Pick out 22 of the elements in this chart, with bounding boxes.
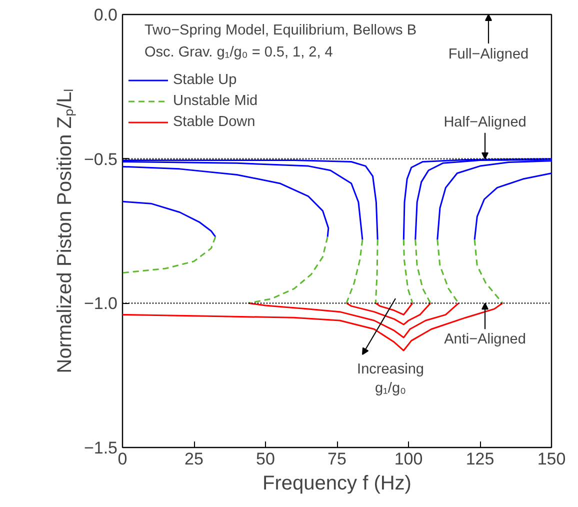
x-tick-label: 100	[394, 450, 423, 468]
y-tick-label: −0.5	[84, 150, 118, 169]
x-axis-title: Frequency f (Hz)	[262, 472, 412, 494]
x-tick-label: 0	[118, 450, 128, 468]
x-tick-label: 75	[328, 450, 346, 468]
legend-label: Unstable Mid	[173, 93, 258, 109]
text: Two−Spring Model, Equilibrium, Bellows B	[144, 22, 416, 38]
ref-line-label: Half−Aligned	[444, 114, 526, 131]
ref-line-label: Anti−Aligned	[444, 331, 526, 348]
legend-label: Stable Up	[173, 72, 237, 88]
y-tick-label: −1.5	[84, 438, 118, 458]
text: Osc. Grav. g₁/g₀ = 0.5, 1, 2, 4	[144, 44, 333, 60]
x-tick-label: 125	[466, 450, 494, 468]
legend-label: Stable Down	[173, 114, 256, 130]
annotation: Increasing g₁/g₀	[357, 362, 424, 397]
annotation: Full−Aligned	[448, 46, 529, 62]
x-tick-label: 25	[184, 450, 204, 468]
y-tick-label: 0.0	[94, 6, 118, 24]
y-tick-label: −1.0	[84, 294, 118, 314]
x-tick-label: 50	[256, 450, 275, 468]
y-axis-title: Normalized Piston Position Zₚ/Lₗ	[54, 88, 76, 374]
x-tick-label: 150	[537, 450, 566, 468]
